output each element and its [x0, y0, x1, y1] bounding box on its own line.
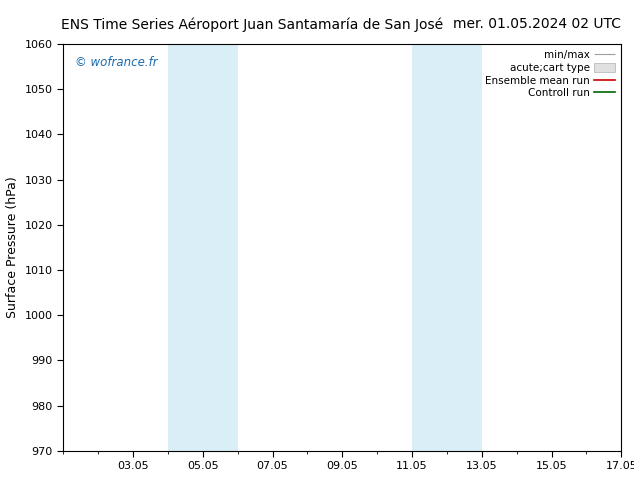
- Text: ENS Time Series Aéroport Juan Santamaría de San José: ENS Time Series Aéroport Juan Santamaría…: [61, 17, 443, 32]
- Bar: [412, 44, 482, 451]
- Text: © wofrance.fr: © wofrance.fr: [75, 56, 157, 69]
- Text: mer. 01.05.2024 02 UTC: mer. 01.05.2024 02 UTC: [453, 17, 621, 31]
- Bar: [168, 44, 238, 451]
- Y-axis label: Surface Pressure (hPa): Surface Pressure (hPa): [6, 176, 19, 318]
- Legend: min/max, acute;cart type, Ensemble mean run, Controll run: min/max, acute;cart type, Ensemble mean …: [482, 47, 618, 101]
